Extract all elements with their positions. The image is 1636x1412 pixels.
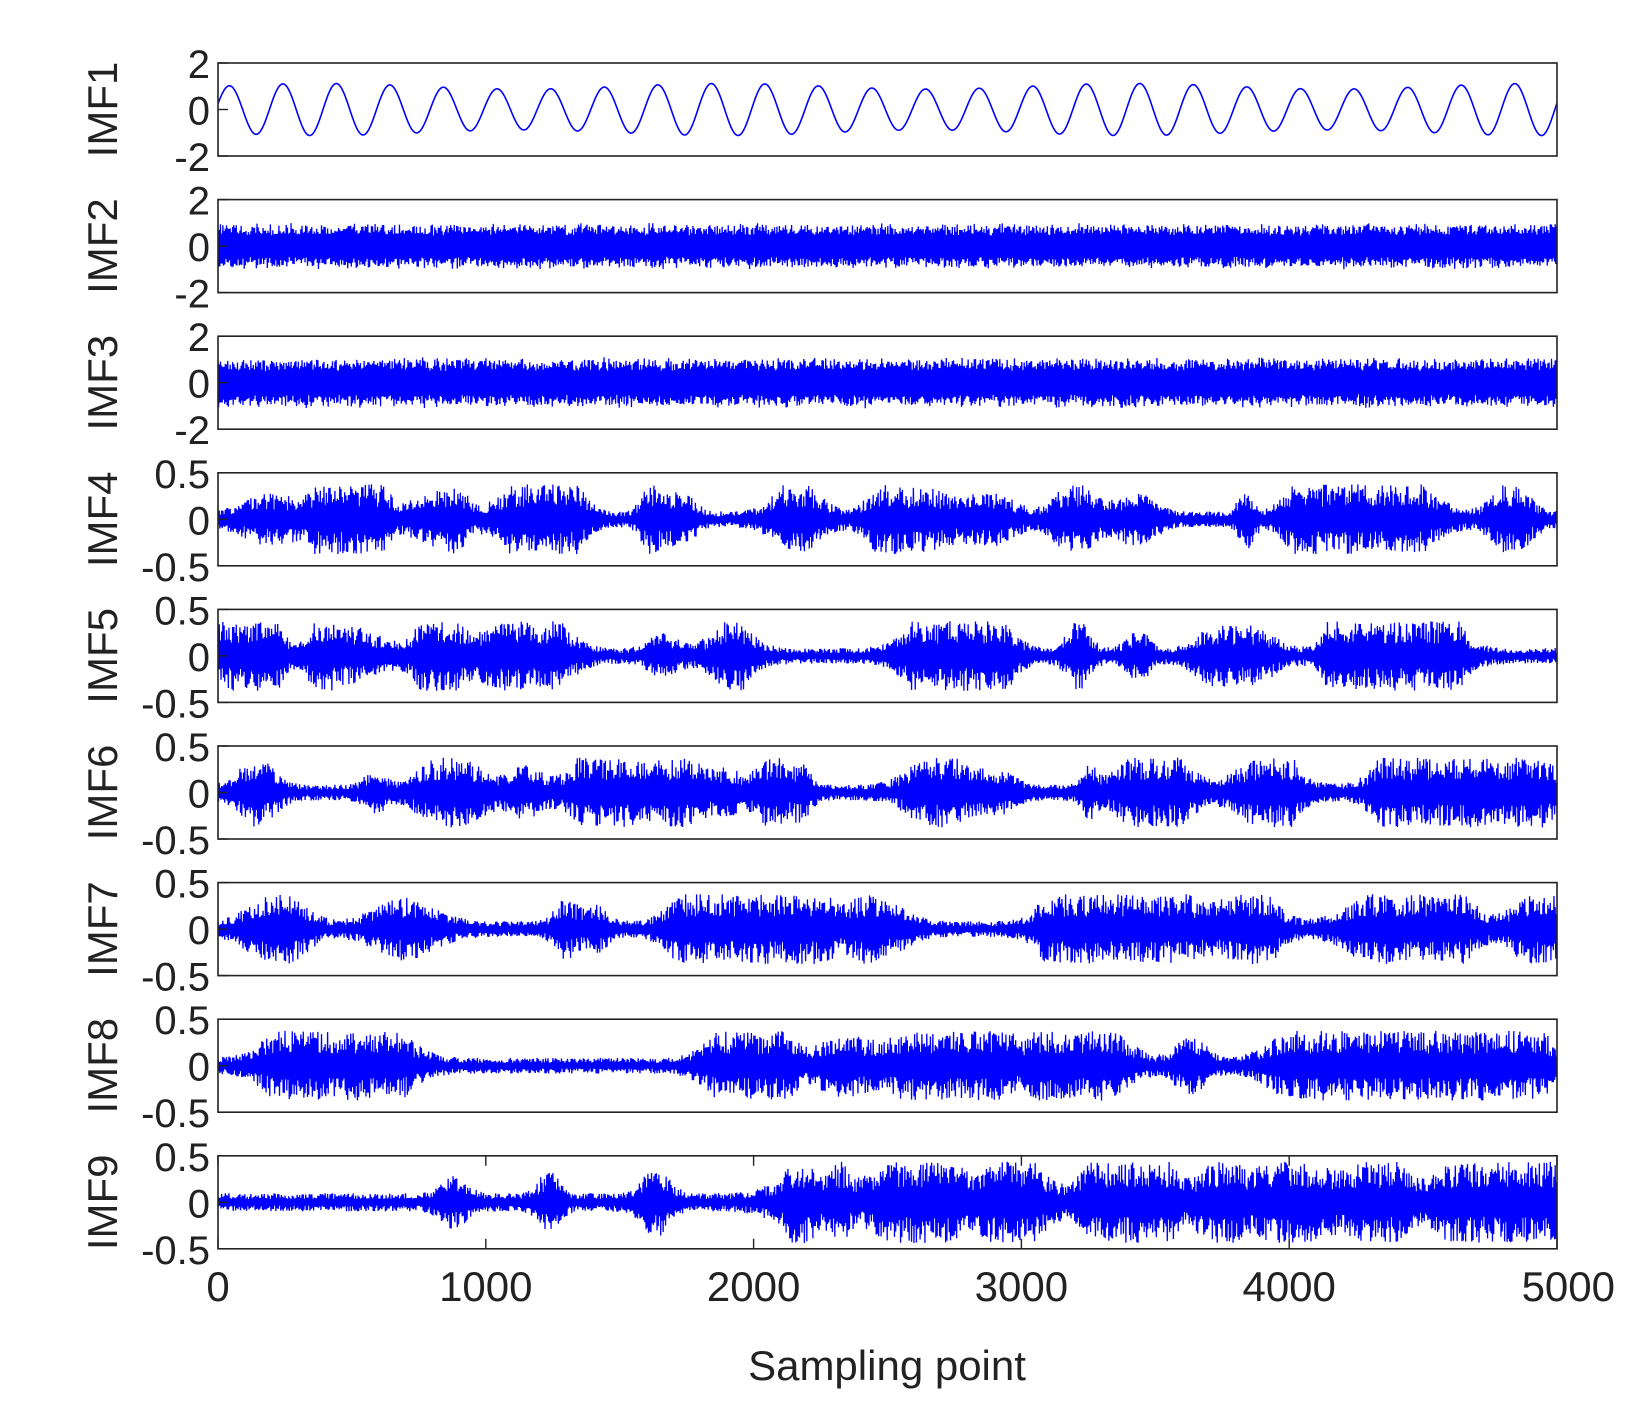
y-axis-label-imf3: IMF3 [79, 335, 126, 431]
y-tick-label: 0 [188, 1046, 210, 1090]
y-tick-label: 0.5 [154, 1136, 210, 1180]
y-tick-label: 2 [188, 180, 210, 224]
y-tick-label: -0.5 [141, 546, 210, 590]
y-axis-label-imf1: IMF1 [79, 62, 126, 158]
series-line-imf3 [218, 357, 1557, 409]
series-line-imf9 [218, 1161, 1557, 1243]
y-tick-label: 0 [188, 909, 210, 953]
panel-imf1: 20-2 IMF1 [79, 43, 1558, 180]
x-tick-label: 5000 [1522, 1263, 1615, 1310]
x-axis: 0 1000 2000 3000 4000 5000 [206, 1155, 1615, 1310]
x-tick-label: 3000 [975, 1263, 1068, 1310]
y-tick-label: -0.5 [141, 956, 210, 1000]
series-line-imf2 [218, 223, 1557, 270]
y-tick-label: -0.5 [141, 682, 210, 726]
y-tick-label: 0 [188, 90, 210, 134]
y-axis-label-imf4: IMF4 [79, 471, 126, 567]
y-tick-label: 0 [188, 636, 210, 680]
series-line-imf5 [218, 621, 1557, 691]
y-axis-label-imf2: IMF2 [79, 198, 126, 294]
y-tick-label: 0 [188, 1182, 210, 1226]
y-tick-label: 0.5 [154, 999, 210, 1043]
y-tick-label: -0.5 [141, 819, 210, 863]
y-tick-label: -0.5 [141, 1092, 210, 1136]
panel-imf2: 20-2 IMF2 [79, 180, 1558, 317]
y-tick-label: 0.5 [154, 863, 210, 907]
panel-imf7: 0.50-0.5 IMF7 [79, 863, 1558, 1000]
x-tick-label: 2000 [707, 1263, 800, 1310]
y-tick-label: -2 [174, 136, 210, 180]
y-axis-label-imf6: IMF6 [79, 745, 126, 841]
panel-imf4: 0.50-0.5 IMF4 [79, 453, 1558, 590]
y-tick-label: 0.5 [154, 726, 210, 770]
x-axis-label: Sampling point [748, 1342, 1026, 1389]
panel-imf6: 0.50-0.5 IMF6 [79, 726, 1558, 863]
panel-imf5: 0.50-0.5 IMF5 [79, 589, 1558, 726]
y-tick-label: -2 [174, 409, 210, 453]
imf-panels: 20-2IMF120-2IMF220-2IMF30.50-0.5IMF40.50… [79, 43, 1558, 1273]
y-axis-label-imf5: IMF5 [79, 608, 126, 704]
series-line-imf4 [218, 484, 1557, 555]
series-line-imf6 [218, 757, 1557, 828]
y-tick-label: 2 [188, 43, 210, 87]
series-line-imf7 [218, 894, 1557, 964]
series-line-imf8 [218, 1030, 1557, 1101]
panel-imf8: 0.50-0.5 IMF8 [79, 999, 1558, 1136]
y-tick-label: -0.5 [141, 1229, 210, 1273]
y-axis-label-imf7: IMF7 [79, 881, 126, 977]
y-axis-label-imf9: IMF9 [79, 1154, 126, 1250]
y-tick-label: 0 [188, 499, 210, 543]
panel-frame [217, 62, 1558, 157]
y-tick-label: 0 [188, 226, 210, 270]
y-tick-label: -2 [174, 273, 210, 317]
y-tick-label: 0.5 [154, 589, 210, 633]
series-line-imf1 [218, 82, 1557, 137]
y-tick-label: 2 [188, 316, 210, 360]
y-tick-label: 0 [188, 773, 210, 817]
panel-imf9: 0.50-0.5 IMF9 [79, 1136, 1558, 1273]
y-tick-label: 0 [188, 363, 210, 407]
x-tick-label: 4000 [1242, 1263, 1335, 1310]
x-tick-label: 0 [206, 1263, 229, 1310]
x-tick-label: 1000 [439, 1263, 532, 1310]
panel-imf3: 20-2 IMF3 [79, 316, 1558, 453]
y-axis-label-imf8: IMF8 [79, 1018, 126, 1114]
y-tick-label: 0.5 [154, 453, 210, 497]
